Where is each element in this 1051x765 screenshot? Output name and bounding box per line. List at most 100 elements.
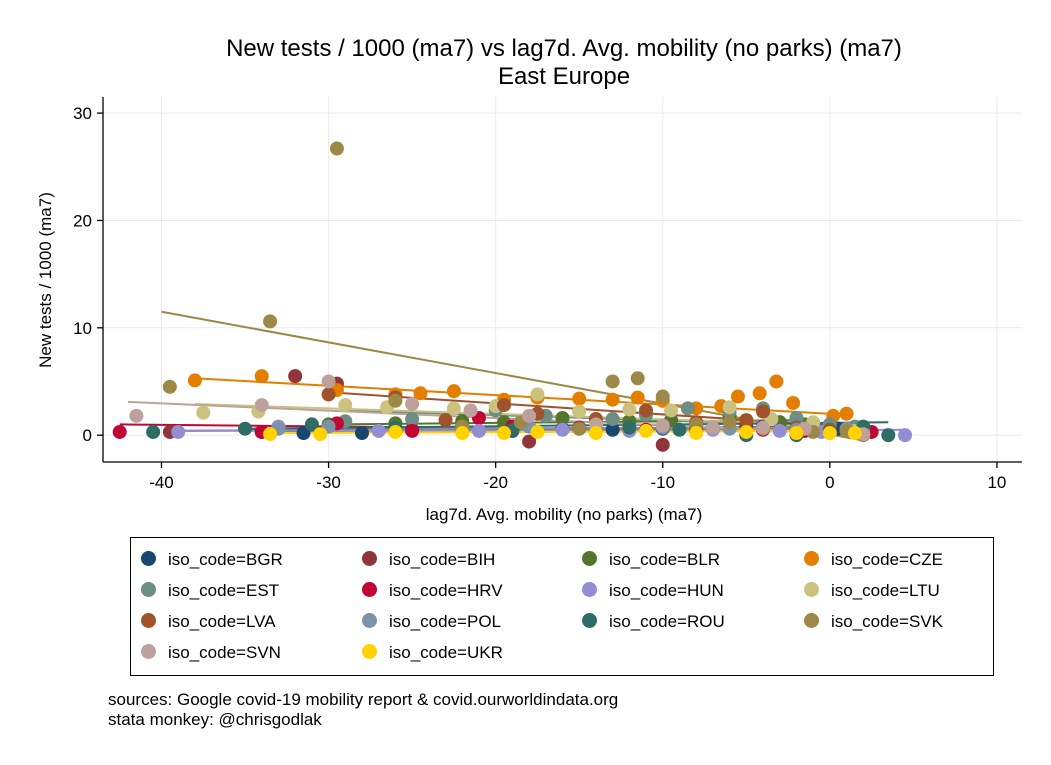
scatter-point	[639, 423, 654, 438]
x-tick-label: -30	[316, 473, 341, 492]
x-tick-label: 0	[825, 473, 834, 492]
scatter-point	[722, 415, 737, 430]
scatter-point	[898, 428, 913, 443]
scatter-point	[789, 410, 804, 425]
scatter-point	[530, 387, 545, 402]
scatter-point	[786, 395, 801, 410]
legend-label: iso_code=UKR	[389, 643, 503, 662]
scatter-point	[405, 397, 420, 412]
legend-marker	[804, 613, 819, 629]
legend-label: iso_code=HUN	[609, 581, 724, 600]
legend-marker	[141, 644, 156, 660]
legend-marker	[582, 613, 597, 629]
scatter-point	[446, 384, 461, 399]
legend-marker	[804, 551, 819, 567]
legend-label: iso_code=SVK	[831, 612, 943, 631]
scatter-point	[238, 421, 253, 436]
scatter-point	[263, 314, 278, 329]
legend-item: iso_code=LVA	[141, 612, 276, 632]
scatter-point	[530, 424, 545, 439]
legend-marker	[582, 582, 597, 598]
scatter-point	[572, 421, 587, 436]
scatter-point	[371, 423, 386, 438]
x-tick-label: -10	[650, 473, 675, 492]
scatter-point	[664, 403, 679, 418]
scatter-point	[655, 437, 670, 452]
x-tick-label: -20	[483, 473, 508, 492]
scatter-point	[739, 413, 754, 428]
scatter-point	[304, 417, 319, 432]
scatter-point	[739, 424, 754, 439]
scatter-point	[171, 424, 186, 439]
scatter-point	[752, 386, 767, 401]
scatter-point	[296, 426, 311, 441]
scatter-point	[254, 369, 269, 384]
scatter-point	[730, 389, 745, 404]
scatter-point	[756, 420, 771, 435]
legend-marker	[362, 644, 377, 660]
scatter-point	[605, 412, 620, 427]
legend-item: iso_code=SVK	[804, 612, 943, 632]
scatter-point	[555, 422, 570, 437]
legend-marker	[804, 582, 819, 598]
scatter-point	[555, 410, 570, 425]
legend-item: iso_code=POL	[362, 612, 501, 632]
scatter-point	[588, 426, 603, 441]
scatter-point	[321, 374, 336, 389]
scatter-point	[112, 424, 127, 439]
scatter-point	[705, 420, 720, 435]
x-axis-label: lag7d. Avg. mobility (no parks) (ma7)	[426, 505, 703, 524]
legend-item: iso_code=EST	[141, 581, 279, 601]
scatter-point	[413, 386, 428, 401]
legend-item: iso_code=UKR	[362, 643, 503, 663]
scatter-point	[313, 427, 328, 442]
scatter-point	[630, 371, 645, 386]
scatter-point	[388, 424, 403, 439]
scatter-point	[196, 405, 211, 420]
scatter-point	[129, 408, 144, 423]
scatter-point	[438, 413, 453, 428]
scatter-point	[655, 418, 670, 433]
y-tick-label: 30	[73, 104, 92, 123]
legend-item: iso_code=HRV	[362, 581, 503, 601]
scatter-point	[605, 374, 620, 389]
scatter-point	[455, 426, 470, 441]
scatter-point	[497, 426, 512, 441]
chart-subtitle: East Europe	[498, 63, 630, 90]
scatter-point	[839, 406, 854, 421]
author-note: stata monkey: @chrisgodlak	[108, 710, 322, 729]
legend-item: iso_code=BLR	[582, 550, 720, 570]
legend-label: iso_code=HRV	[389, 581, 503, 600]
x-tick-label: 10	[987, 473, 1006, 492]
scatter-point	[822, 426, 837, 441]
legend-label: iso_code=LTU	[831, 581, 940, 600]
legend-label: iso_code=LVA	[168, 612, 276, 631]
y-axis-label: New tests / 1000 (ma7)	[36, 192, 55, 368]
legend-item: iso_code=SVN	[141, 643, 281, 663]
legend-marker	[362, 582, 377, 598]
scatter-point	[522, 408, 537, 423]
scatter-point	[622, 402, 637, 417]
legend-marker	[362, 613, 377, 629]
legend-marker	[582, 551, 597, 567]
scatter-point	[263, 427, 278, 442]
scatter-point	[329, 141, 344, 156]
scatter-point	[162, 379, 177, 394]
scatter-point	[572, 404, 587, 419]
y-tick-label: 10	[73, 319, 92, 338]
legend-label: iso_code=BGR	[168, 550, 283, 569]
axes: -40 -30 -20 -10 0 10 0 10 20 30	[73, 97, 1022, 492]
legend-label: iso_code=CZE	[831, 550, 943, 569]
legend-item: iso_code=HUN	[582, 581, 724, 601]
scatter-point	[405, 423, 420, 438]
scatter-point	[605, 422, 620, 437]
legend-item: iso_code=ROU	[582, 612, 725, 632]
scatter-point	[338, 398, 353, 413]
scatter-point	[630, 390, 645, 405]
scatter-point	[254, 398, 269, 413]
scatter-point	[847, 426, 862, 441]
scatter-point	[187, 373, 202, 388]
scatter-point	[354, 426, 369, 441]
y-tick-label: 20	[73, 211, 92, 230]
source-notes: sources: Google covid-19 mobility report…	[108, 690, 618, 730]
